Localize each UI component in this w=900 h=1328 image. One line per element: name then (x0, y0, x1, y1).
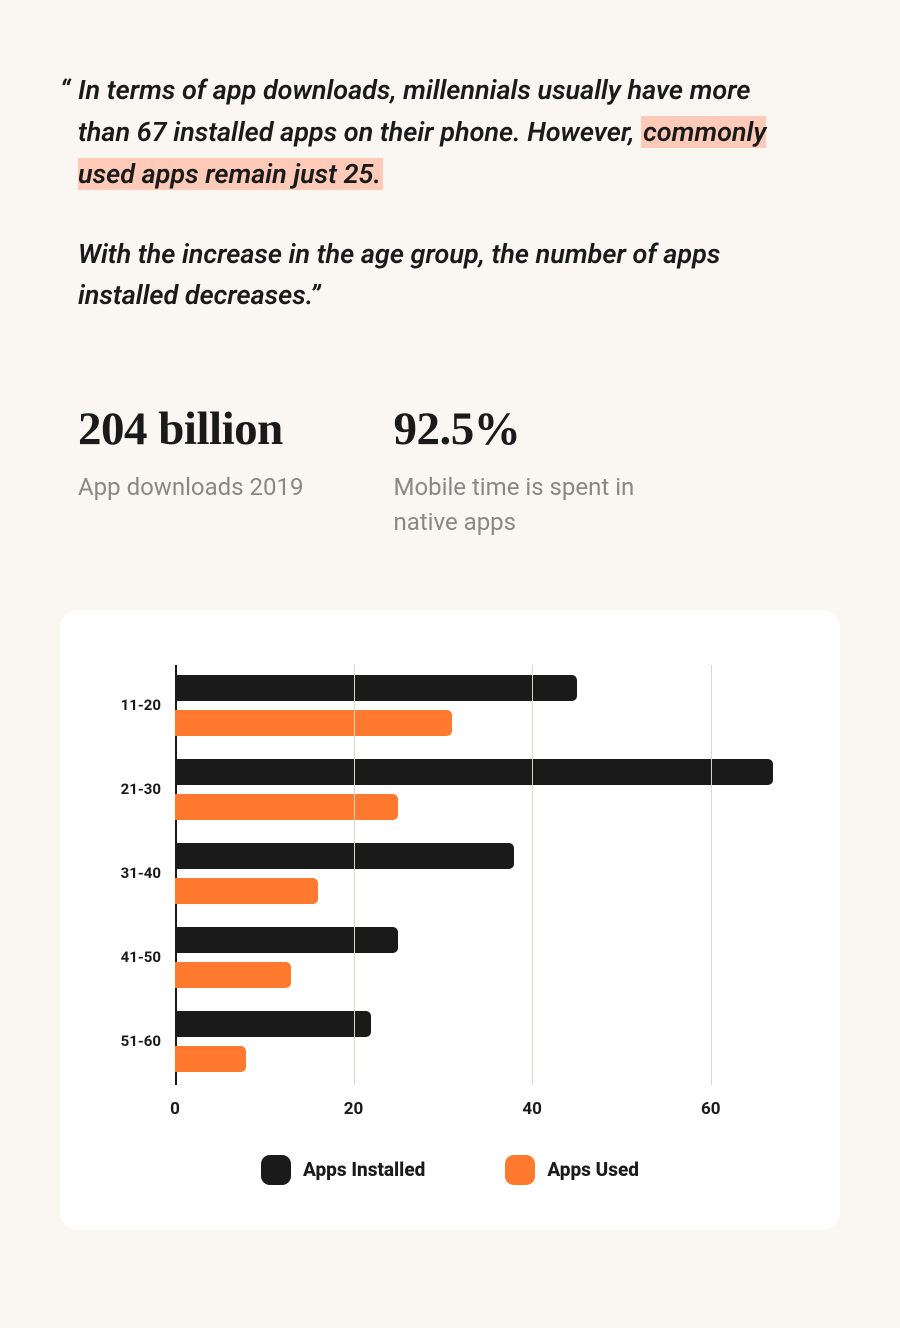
quote-close-mark: ” (310, 279, 321, 311)
stats-row: 204 billion App downloads 2019 92.5% Mob… (60, 402, 840, 540)
legend-swatch (505, 1155, 535, 1185)
legend-label: Apps Used (547, 1158, 639, 1181)
chart-x-axis: 0204060 (175, 1085, 800, 1125)
chart-bar (175, 675, 577, 701)
chart-bar (175, 927, 398, 953)
chart-bar (175, 878, 318, 904)
chart-category-label: 11-20 (121, 696, 161, 714)
stat-downloads: 204 billion App downloads 2019 (78, 402, 303, 540)
chart-bar (175, 962, 291, 988)
chart-category-label: 31-40 (121, 864, 161, 882)
stat-label: Mobile time is spent in native apps (393, 470, 693, 540)
chart-bars (175, 665, 800, 1085)
chart-gridline (532, 665, 533, 1085)
chart-bar (175, 794, 398, 820)
chart-gridline (354, 665, 355, 1085)
chart-bar (175, 759, 773, 785)
stat-mobile-time: 92.5% Mobile time is spent in native app… (393, 402, 693, 540)
chart-gridline (711, 665, 712, 1085)
chart-x-tick: 20 (344, 1099, 364, 1119)
chart-category-label: 41-50 (121, 948, 161, 966)
legend-item: Apps Installed (261, 1155, 425, 1185)
chart-x-tick: 0 (170, 1099, 180, 1119)
chart-x-tick: 60 (701, 1099, 721, 1119)
chart-x-tick: 40 (522, 1099, 542, 1119)
legend-item: Apps Used (505, 1155, 639, 1185)
chart-plot (175, 665, 800, 1085)
chart-bar (175, 1046, 246, 1072)
chart-category-label: 21-30 (121, 780, 161, 798)
quote-open-mark: “ (60, 70, 70, 112)
chart-legend: Apps Installed Apps Used (100, 1155, 800, 1185)
chart-area: 11-20 21-30 31-40 41-50 51-60 (100, 665, 800, 1085)
stat-value: 204 billion (78, 402, 303, 456)
quote-p2-text: With the increase in the age group, the … (78, 238, 720, 312)
legend-swatch (261, 1155, 291, 1185)
stat-label: App downloads 2019 (78, 470, 303, 505)
chart-category-label: 51-60 (121, 1032, 161, 1050)
quote-paragraph-1: In terms of app downloads, millennials u… (78, 70, 780, 196)
chart-card: 11-20 21-30 31-40 41-50 51-60 0 20 40 60 Apps I… (60, 610, 840, 1230)
stat-value: 92.5% (393, 402, 693, 456)
quote-block: “ In terms of app downloads, millennials… (60, 70, 780, 317)
legend-label: Apps Installed (303, 1158, 425, 1181)
chart-y-labels: 11-20 21-30 31-40 41-50 51-60 (100, 665, 175, 1085)
chart-bar (175, 710, 452, 736)
chart-bar (175, 1011, 371, 1037)
quote-paragraph-2: With the increase in the age group, the … (78, 234, 780, 318)
chart-bar (175, 843, 514, 869)
